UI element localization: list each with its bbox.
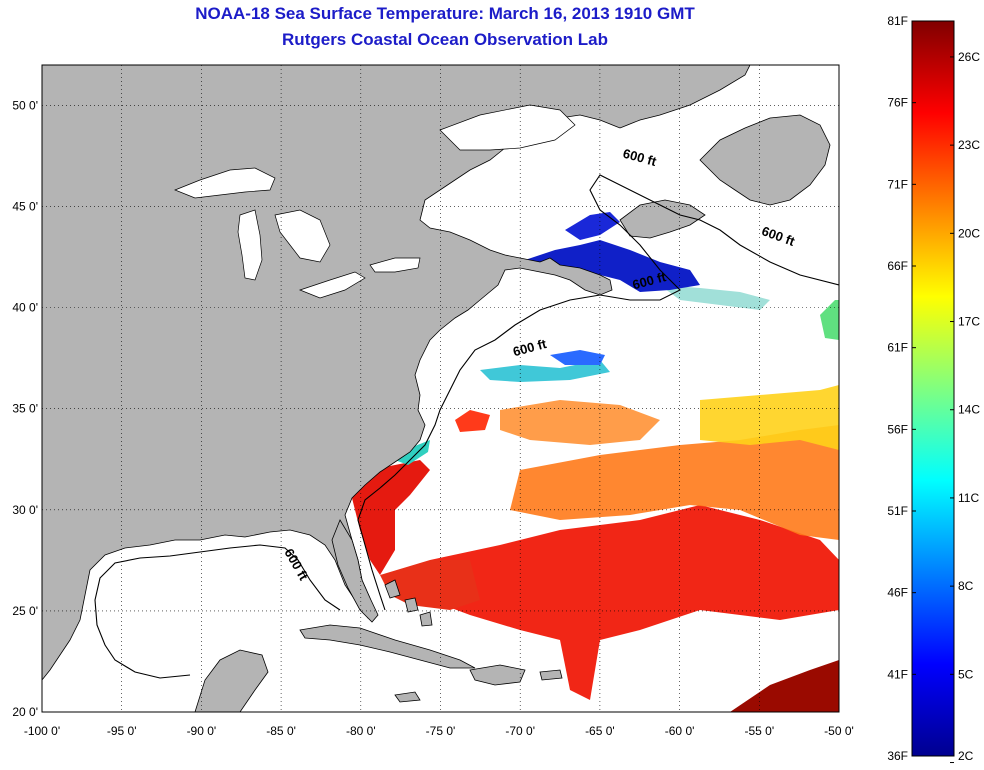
map-area: 600 ft 600 ft 600 ft 600 ft 600 ft bbox=[42, 65, 839, 712]
sst-patch-red-florida-coast bbox=[350, 460, 430, 575]
lake-huron bbox=[274, 209, 331, 263]
north-america-land bbox=[42, 65, 751, 681]
sst-patch-green-east bbox=[820, 300, 839, 340]
sst-patch-cyan-coast bbox=[395, 440, 430, 465]
jamaica-land bbox=[394, 691, 421, 703]
colorbar-label-fahrenheit: 36F bbox=[887, 749, 908, 763]
hudson-bay-water bbox=[439, 104, 576, 151]
map-title: NOAA-18 Sea Surface Temperature: March 1… bbox=[195, 4, 695, 23]
lon-tick-label: -90 0' bbox=[187, 724, 217, 738]
lat-tick-label: 25 0' bbox=[12, 604, 38, 618]
bahamas-land bbox=[384, 579, 433, 627]
sst-patch-orange-gulfstream bbox=[500, 400, 660, 445]
sst-patch-red-hatteras bbox=[455, 410, 490, 432]
lon-tick-label: -50 0' bbox=[824, 724, 854, 738]
lon-tick-label: -55 0' bbox=[744, 724, 774, 738]
colorbar-label-fahrenheit: 71F bbox=[887, 177, 908, 191]
lat-tick-label: 40 0' bbox=[12, 301, 38, 315]
map-frame bbox=[41, 64, 840, 713]
colorbar-label-celsius: 2C bbox=[958, 749, 974, 763]
colorbar-label-fahrenheit: 61F bbox=[887, 341, 908, 355]
puerto-rico-land bbox=[539, 669, 563, 681]
colorbar-label-fahrenheit: 41F bbox=[887, 667, 908, 681]
sst-patch-orange-mid bbox=[510, 425, 839, 540]
bathymetry-gulf-contour bbox=[94, 544, 341, 679]
colorbar-label-fahrenheit: 56F bbox=[887, 422, 908, 436]
lake-ontario bbox=[369, 257, 421, 273]
nova-scotia-land bbox=[619, 199, 706, 239]
land-layer bbox=[42, 65, 831, 712]
colorbar-labels: 81F 76F 71F 66F 61F 56F 51F 46F 41F 36F 26C 23C 20C 1… bbox=[887, 14, 980, 764]
bathymetry-600ft-contour bbox=[357, 174, 839, 611]
lat-tick-label: 35 0' bbox=[12, 402, 38, 416]
map-subtitle: Rutgers Coastal Ocean Observation Lab bbox=[282, 30, 608, 49]
sst-patch-darkblue-gulfofmaine bbox=[525, 240, 700, 292]
sst-data-layer bbox=[350, 212, 839, 712]
sst-patch-red-south bbox=[430, 505, 839, 700]
colorbar-label-fahrenheit: 66F bbox=[887, 259, 908, 273]
lat-tick-label: 20 0' bbox=[12, 705, 38, 719]
lon-tick-label: -80 0' bbox=[346, 724, 376, 738]
colorbar-label-celsius: 26C bbox=[958, 50, 980, 64]
colorbar-label-celsius: 14C bbox=[958, 403, 980, 417]
colorbar-label-celsius: 23C bbox=[958, 138, 980, 152]
sst-patch-cyan-band bbox=[480, 360, 610, 382]
newfoundland-land bbox=[699, 114, 831, 206]
sst-patch-darkred-se bbox=[730, 660, 839, 712]
colorbar-label-celsius: 17C bbox=[958, 315, 980, 329]
sst-patch-darkblue-nova bbox=[565, 212, 620, 240]
colorbar: 81F 76F 71F 66F 61F 56F 51F 46F 41F 36F 26C 23C 20C 1… bbox=[887, 14, 980, 764]
lake-erie bbox=[298, 271, 366, 299]
lon-tick-label: -85 0' bbox=[266, 724, 296, 738]
lon-tick-label: -100 0' bbox=[24, 724, 60, 738]
colorbar-gradient bbox=[911, 20, 955, 757]
sst-patch-red-bahamas bbox=[380, 560, 480, 610]
lon-tick-label: -95 0' bbox=[107, 724, 137, 738]
sst-patch-yellow-east bbox=[700, 385, 839, 450]
map-grid bbox=[42, 65, 839, 712]
colorbar-label-fahrenheit: 76F bbox=[887, 96, 908, 110]
lon-tick-label: -75 0' bbox=[426, 724, 456, 738]
lat-tick-label: 50 0' bbox=[12, 98, 38, 112]
colorbar-label-celsius: 11C bbox=[958, 491, 979, 505]
lon-tick-label: -65 0' bbox=[585, 724, 615, 738]
sst-patch-blue-band bbox=[550, 350, 605, 365]
colorbar-label-fahrenheit: 51F bbox=[887, 504, 908, 518]
florida-land bbox=[331, 519, 379, 623]
colorbar-label-fahrenheit: 81F bbox=[887, 14, 908, 28]
lon-tick-label: -60 0' bbox=[665, 724, 695, 738]
lat-tick-label: 30 0' bbox=[12, 503, 38, 517]
lake-superior bbox=[174, 167, 276, 199]
lon-tick-label: -70 0' bbox=[505, 724, 535, 738]
yucatan-land bbox=[194, 649, 269, 712]
lat-tick-label: 45 0' bbox=[12, 200, 38, 214]
colorbar-label-celsius: 8C bbox=[958, 579, 974, 593]
map-axis-ticks: -100 0' -95 0' -90 0' -85 0' -80 0' -75 0' -70… bbox=[12, 98, 853, 738]
colorbar-label-celsius: 5C bbox=[958, 667, 974, 681]
colorbar-label-fahrenheit: 46F bbox=[887, 586, 908, 600]
sst-patch-lightblue-east bbox=[660, 285, 770, 310]
cuba-land bbox=[299, 624, 476, 669]
hispaniola-land bbox=[469, 664, 526, 686]
lake-michigan bbox=[237, 209, 263, 281]
great-lakes-layer bbox=[174, 104, 576, 299]
colorbar-label-celsius: 20C bbox=[958, 226, 980, 240]
